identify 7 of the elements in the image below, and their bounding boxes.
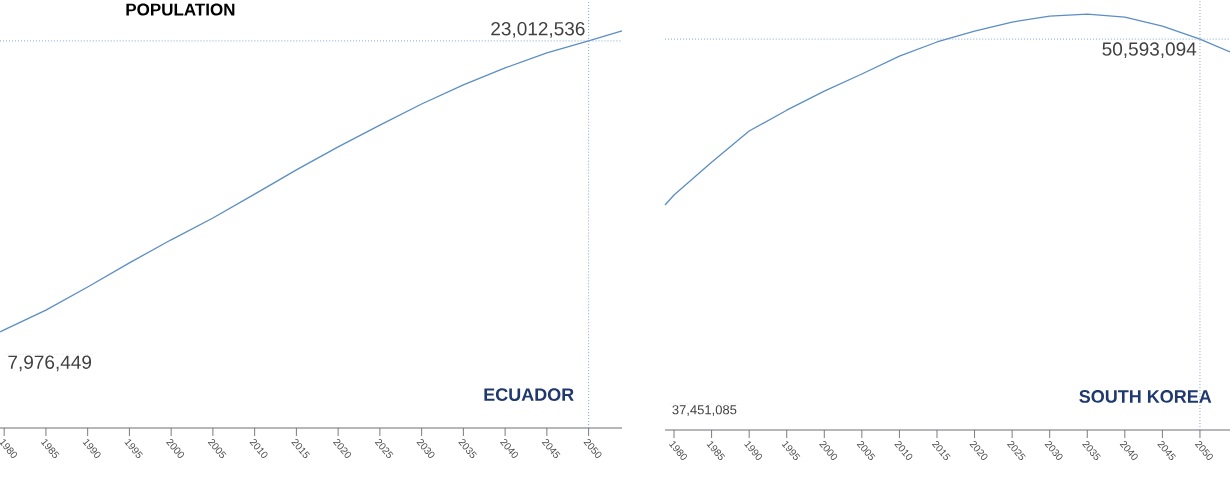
chart-title: POPULATION [126,3,235,16]
annotation: 37,451,085 [672,405,737,416]
annotation: SOUTH KOREA [1079,390,1212,403]
annotation: ECUADOR [484,388,574,401]
annotation: 7,976,449 [8,355,92,372]
annotation: 23,012,536 [491,21,585,38]
annotation: 50,593,094 [1102,42,1197,58]
